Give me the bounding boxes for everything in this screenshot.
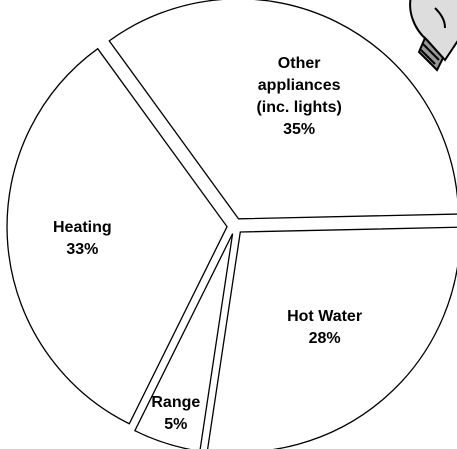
- value-label: 28%: [273, 328, 377, 350]
- slice-label: Other appliances (inc. lights)35%: [247, 53, 351, 141]
- chart: Other appliances (inc. lights)35% Hot Wat…: [0, 0, 457, 449]
- category-label: Hot Water: [273, 306, 377, 328]
- value-label: 5%: [124, 414, 228, 436]
- category-label: Other appliances (inc. lights): [247, 53, 351, 119]
- category-label: Heating: [30, 217, 134, 239]
- category-label: Range: [124, 392, 228, 414]
- value-label: 33%: [30, 239, 134, 261]
- value-label: 35%: [247, 119, 351, 141]
- light-bulb-clipart: [410, 0, 457, 70]
